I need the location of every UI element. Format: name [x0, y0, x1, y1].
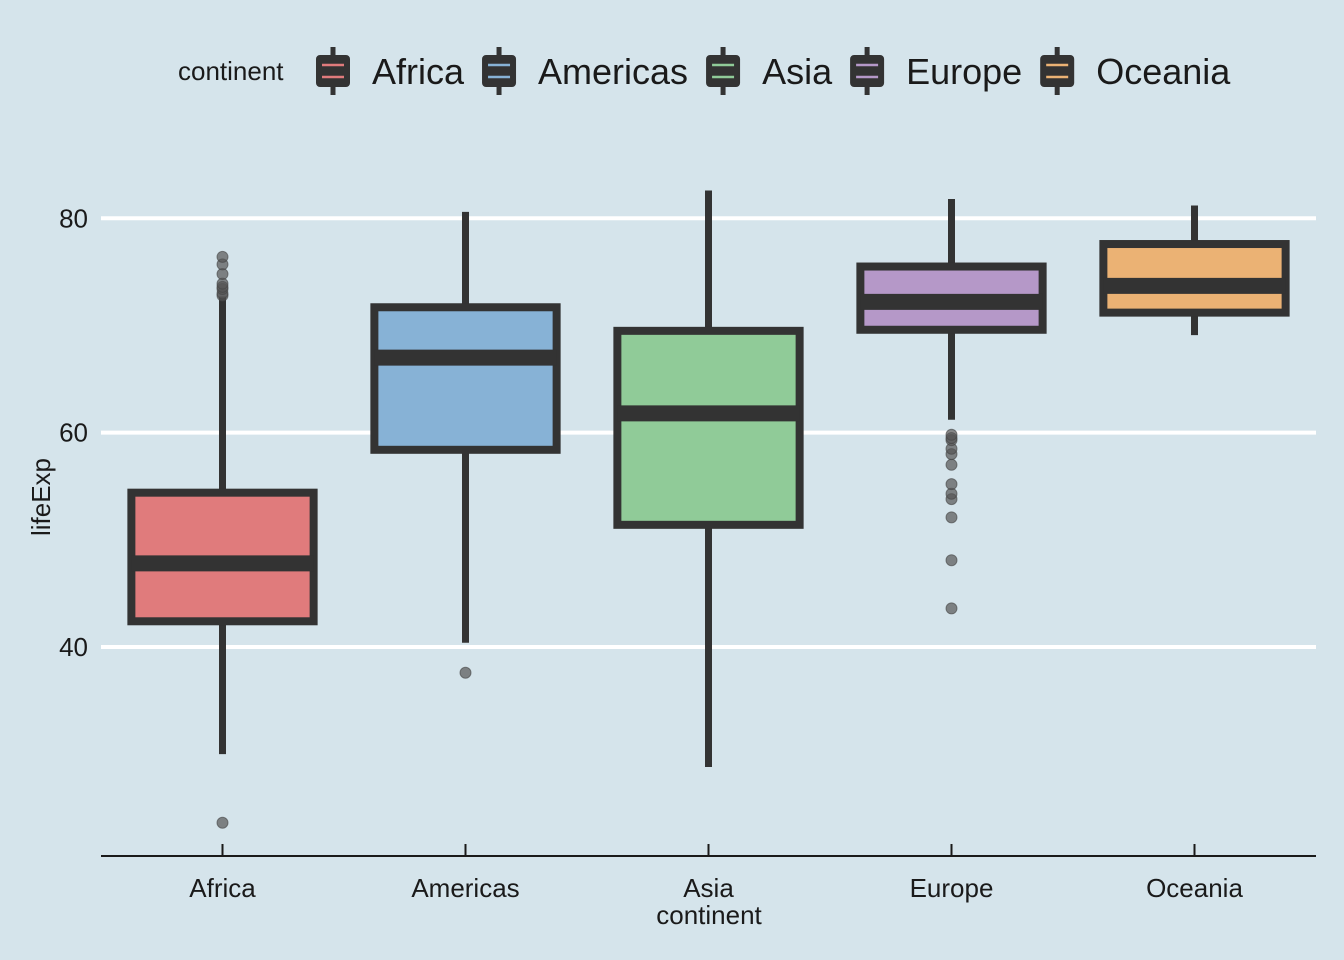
y-tick-label-40: 40	[59, 632, 88, 662]
x-tick-label-asia: Asia	[683, 873, 734, 903]
box-iqr-asia	[613, 326, 804, 529]
legend-item-europe: Europe	[850, 47, 1022, 95]
y-tick-label-60: 60	[59, 418, 88, 448]
legend-item-africa: Africa	[316, 47, 465, 95]
legend-item-asia: Asia	[706, 47, 833, 95]
legend-key-box-oceania	[1040, 55, 1075, 87]
box-oceania	[1099, 205, 1290, 336]
legend-key-box-europe	[850, 55, 885, 87]
outlier-europe-6	[945, 458, 958, 471]
box-iqr-americas	[370, 303, 561, 454]
box-asia	[613, 190, 804, 768]
legend-label-africa: Africa	[372, 51, 465, 92]
outlier-africa-8	[216, 250, 229, 263]
x-tick-label-europe: Europe	[910, 873, 994, 903]
legend-key-box-americas	[482, 55, 517, 87]
legend-label-asia: Asia	[762, 51, 833, 92]
legend: continent Africa Americas Asia Europe Oceani…	[178, 47, 1231, 95]
outlier-europe-0	[945, 602, 958, 615]
x-axis-title: continent	[656, 900, 762, 930]
outlier-americas-0	[459, 666, 472, 679]
box-americas	[370, 211, 561, 679]
y-tick-label-80: 80	[59, 203, 88, 233]
outlier-europe-2	[945, 511, 958, 524]
legend-key-box-africa	[316, 55, 350, 87]
legend-label-europe: Europe	[906, 51, 1022, 92]
legend-item-americas: Americas	[482, 47, 688, 95]
x-tick-label-africa: Africa	[189, 873, 256, 903]
boxes	[127, 190, 1290, 829]
legend-label-oceania: Oceania	[1096, 51, 1231, 92]
x-tick-label-oceania: Oceania	[1146, 873, 1243, 903]
box-europe	[856, 199, 1047, 615]
legend-title: continent	[178, 56, 284, 86]
x-axis: Africa Americas Asia Europe Oceania	[101, 844, 1316, 903]
y-axis: 40 60 80	[59, 203, 88, 662]
box-africa	[127, 250, 318, 829]
outlier-europe-5	[945, 478, 958, 491]
outlier-europe-11	[945, 428, 958, 441]
outlier-europe-1	[945, 554, 958, 567]
outlier-africa-0	[216, 816, 229, 829]
legend-label-americas: Americas	[538, 51, 688, 92]
y-axis-title: lifeExp	[26, 458, 56, 536]
legend-key-box-asia	[706, 55, 741, 87]
legend-item-oceania: Oceania	[1040, 47, 1231, 95]
x-tick-label-americas: Americas	[411, 873, 519, 903]
